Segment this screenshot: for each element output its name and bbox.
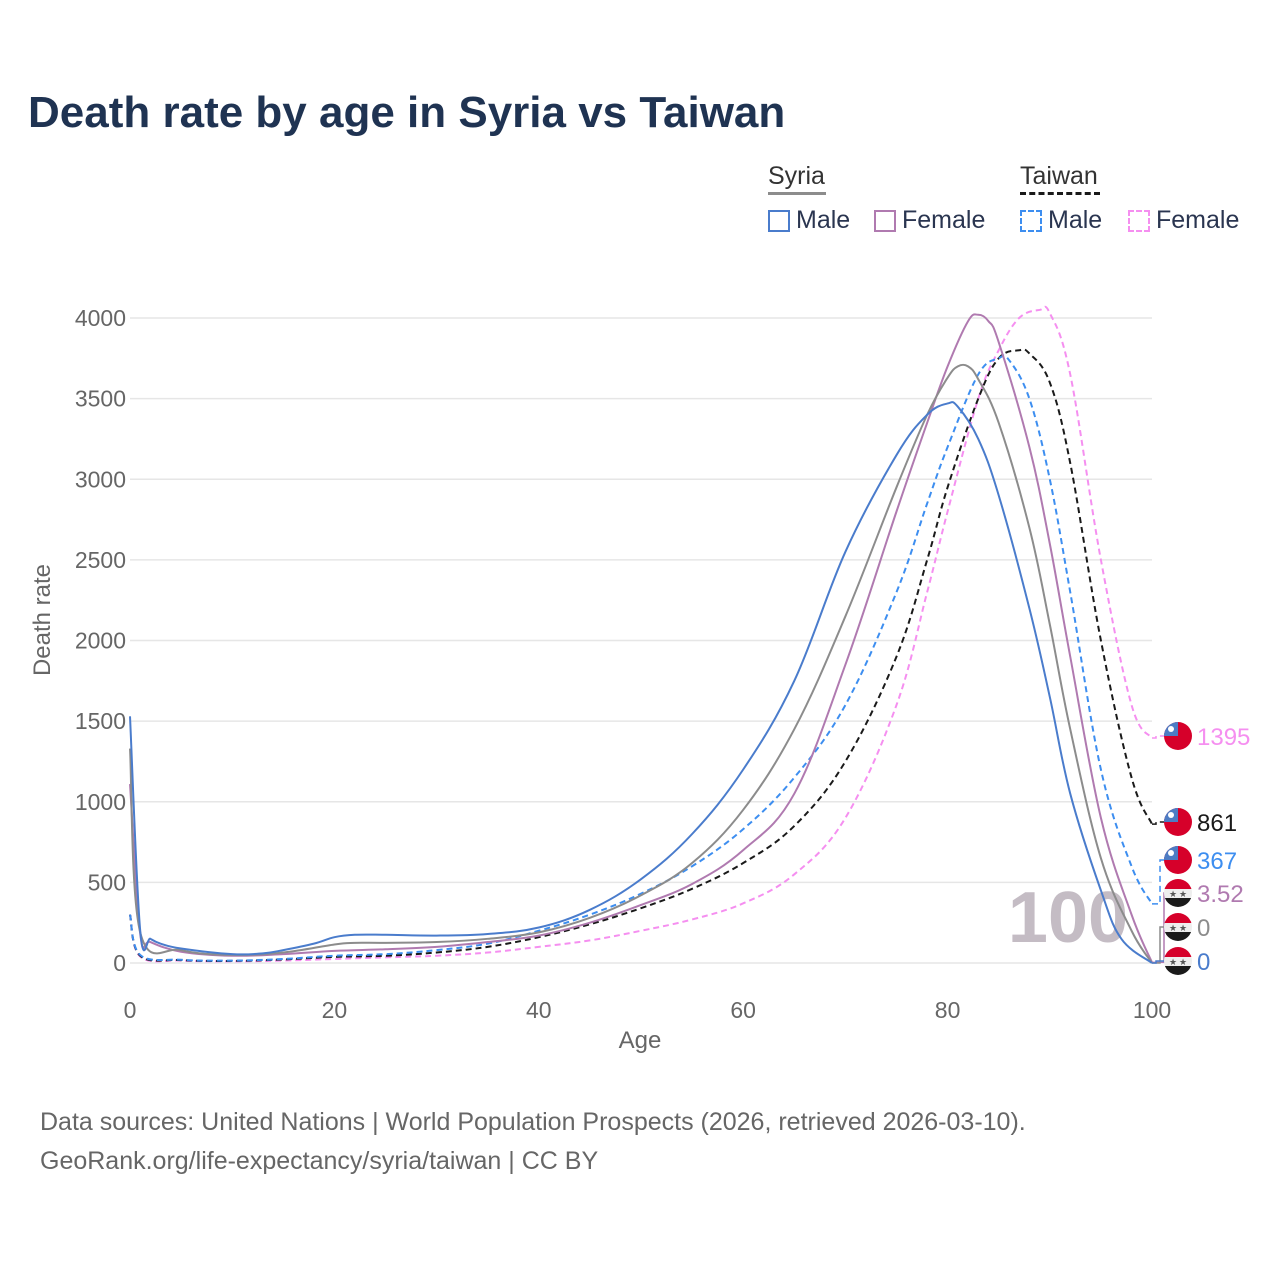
syria-flag-icon: ★ ★: [1164, 879, 1192, 907]
legend-item-syria-male[interactable]: Male: [768, 206, 850, 235]
y-tick-label: 2000: [75, 628, 126, 654]
legend-group-title: Syria: [768, 162, 825, 190]
legend-swatch: [874, 209, 896, 232]
legend-label: Female: [1156, 206, 1240, 234]
series-line-taiwan-total: [129, 348, 1153, 962]
legend-taiwan-line: [1020, 192, 1100, 195]
end-connector: [1152, 859, 1166, 905]
svg-text:★: ★: [1179, 923, 1187, 933]
end-value-label: 1395: [1197, 724, 1250, 751]
end-value-label: 0: [1197, 915, 1210, 942]
y-tick-label: 3500: [75, 386, 126, 412]
series-line-syria-total: [129, 363, 1153, 964]
y-tick-label: 2500: [75, 547, 126, 573]
end-connector: [1152, 960, 1166, 964]
legend-item-syria-female[interactable]: Female: [874, 206, 985, 235]
y-axis-label: Death rate: [29, 564, 56, 676]
y-tick-label: 500: [88, 869, 126, 895]
syria-flag-icon: ★ ★: [1164, 947, 1192, 975]
end-value-label: 861: [1197, 810, 1237, 837]
x-tick-label: 100: [1133, 997, 1171, 1023]
svg-text:★: ★: [1169, 889, 1177, 899]
series-line-taiwan-female: [129, 305, 1153, 963]
series-line-syria-female: [129, 313, 1153, 963]
series-line-taiwan-male: [129, 354, 1153, 962]
legend-group-title: Taiwan: [1020, 162, 1098, 190]
taiwan-flag-icon: [1164, 722, 1192, 750]
y-tick-label: 4000: [75, 305, 126, 331]
end-connector: [1152, 821, 1166, 825]
x-tick-label: 60: [730, 997, 756, 1023]
taiwan-flag-icon: [1164, 808, 1192, 836]
end-connector: [1152, 735, 1166, 739]
legend-swatch: [1020, 209, 1042, 232]
end-value-label: 0: [1197, 949, 1210, 976]
syria-flag-icon: ★ ★: [1164, 913, 1192, 941]
series-line-syria-male: [129, 401, 1153, 964]
legend-item-taiwan-female[interactable]: Female: [1128, 206, 1239, 235]
legend-item-taiwan-male[interactable]: Male: [1020, 206, 1102, 235]
y-tick-label: 1500: [75, 708, 126, 734]
end-value-label: 367: [1197, 848, 1237, 875]
legend-label: Male: [796, 206, 851, 234]
y-tick-label: 1000: [75, 789, 126, 815]
y-tick-label: 3000: [75, 466, 126, 492]
svg-text:★: ★: [1179, 957, 1187, 967]
legend-label: Female: [902, 206, 986, 234]
x-tick-label: 40: [526, 997, 552, 1023]
chart-title: Death rate by age in Syria vs Taiwan: [28, 88, 786, 137]
legend-label: Male: [1048, 206, 1103, 234]
x-tick-label: 20: [322, 997, 348, 1023]
legend-swatch: [768, 209, 790, 232]
svg-text:★: ★: [1169, 923, 1177, 933]
x-tick-label: 0: [124, 997, 137, 1023]
svg-text:★: ★: [1169, 957, 1177, 967]
legend-swatch: [1128, 209, 1150, 232]
y-tick-label: 0: [113, 950, 126, 976]
taiwan-flag-icon: [1164, 846, 1192, 874]
end-value-label: 3.52: [1197, 881, 1244, 908]
footer-sources: Data sources: United Nations | World Pop…: [40, 1108, 1026, 1136]
x-tick-label: 80: [935, 997, 961, 1023]
year-watermark: 100: [1008, 878, 1128, 958]
legend-syria-line: [768, 192, 826, 195]
x-axis-label: Age: [619, 1027, 662, 1054]
footer-link[interactable]: GeoRank.org/life-expectancy/syria/taiwan…: [40, 1147, 599, 1175]
svg-text:★: ★: [1179, 889, 1187, 899]
